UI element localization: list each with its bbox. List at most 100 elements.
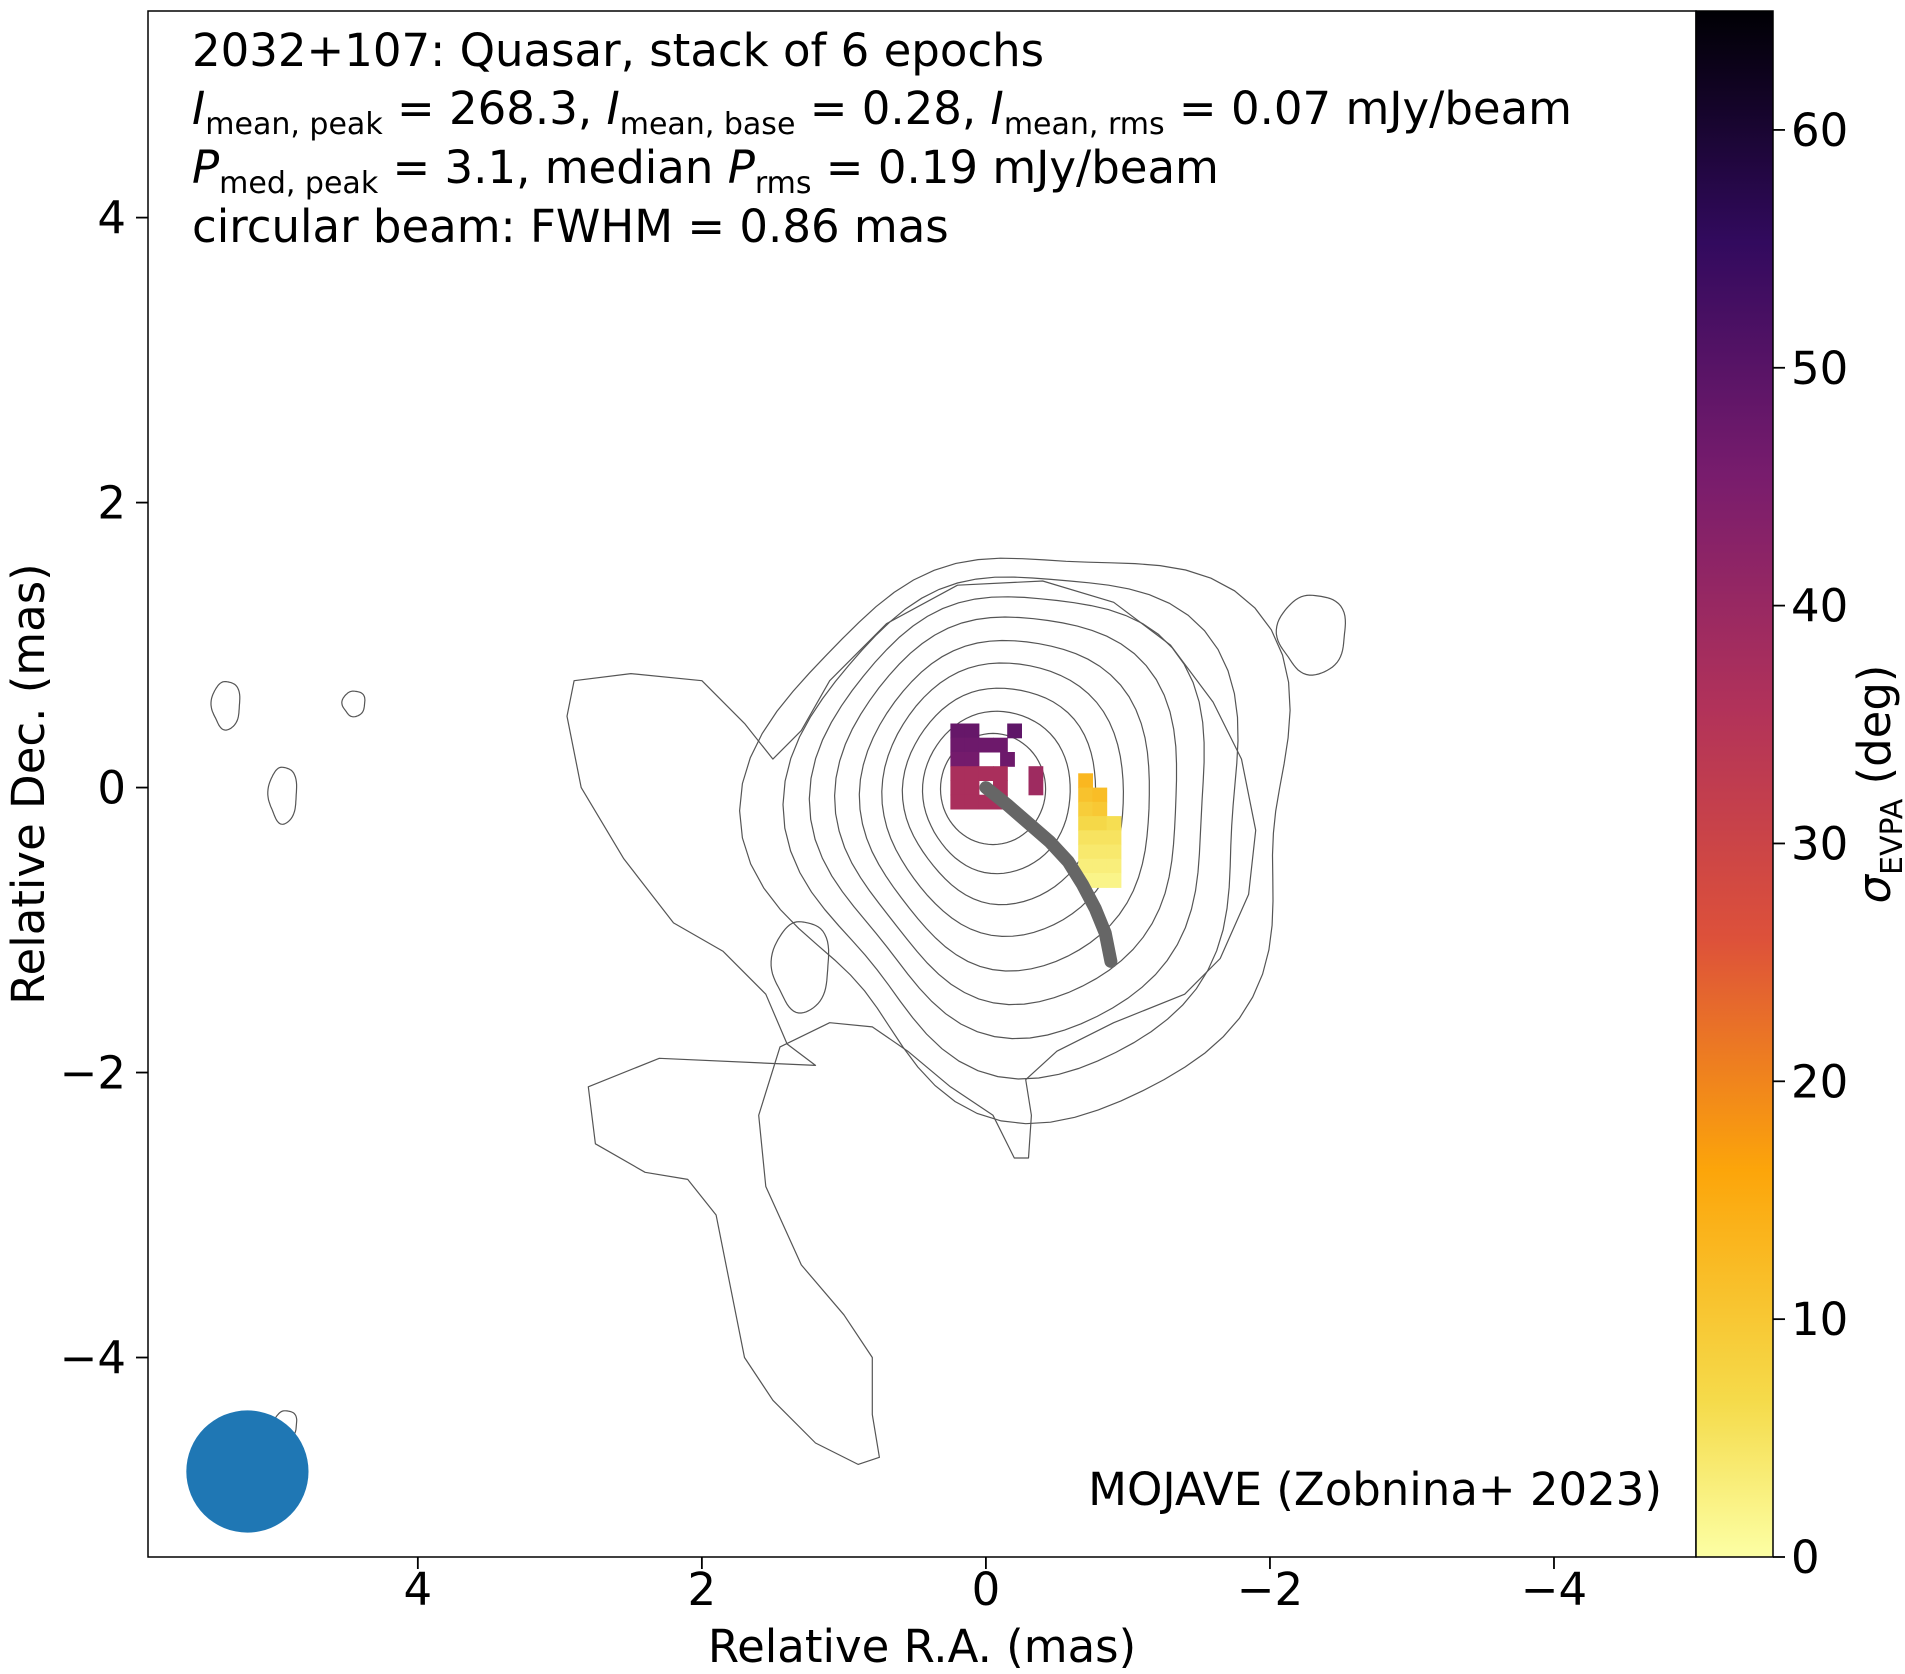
jet-ridge [979,781,1118,968]
evpa-pixel [950,766,966,781]
evpa-pixel [1092,844,1108,860]
evpa-pixel [1092,816,1108,831]
colorbar-tick-label: 0 [1791,1531,1820,1584]
colorbar-tick-label: 50 [1791,342,1848,395]
info-segment: = 0.28, [795,82,990,135]
x-axis-ticks: 4 2 0 −2 −4 [404,1557,1587,1616]
info-segment: circular beam: FWHM = 0.86 mas [192,200,949,253]
colorbar [1695,10,1774,1558]
evpa-pixel [1078,801,1093,817]
info-segment: 2032+107: Quasar, stack of 6 epochs [192,24,1044,77]
info-segment: mean, rms [1004,107,1165,142]
evpa-pixel [1106,844,1122,860]
contour-island [1275,594,1347,676]
colorbar-tick-label: 10 [1791,1293,1848,1346]
evpa-pixel [950,794,966,810]
evpa-pixel [978,766,994,781]
contour-ring [782,576,1239,1080]
evpa-pixel [964,723,980,739]
evpa-pixel [1078,787,1093,803]
info-segment: rms [755,166,812,201]
stokes-i-contours [210,557,1347,1465]
info-segment: med, peak [219,166,379,201]
info-segment: P [192,141,220,194]
info-segment: P [728,141,756,194]
evpa-pixel [964,794,980,810]
evpa-pixel [1106,873,1122,888]
contour-island [341,690,366,718]
evpa-pixel [1007,723,1022,739]
evpa-pixel [950,752,966,767]
evpa-pixel [1092,801,1108,817]
colorbar-ticks: 0 10 20 30 40 50 60 [1773,104,1848,1584]
plot-background [148,11,1696,1557]
colorbar-tick-label: 20 [1791,1055,1848,1108]
evpa-pixel [993,766,1008,781]
y-axis-ticks: 4 2 0 −2 −4 [60,192,148,1385]
y-tick-label: 2 [97,477,126,530]
contour-ring [921,710,1071,875]
evpa-pixel [1092,873,1108,888]
y-tick-label: 4 [97,192,126,245]
evpa-pixel [1092,787,1108,803]
colorbar-label-symbol: σ [1848,873,1901,903]
x-tick-label: 0 [972,1563,1001,1616]
info-line-1: Imean, peak = 268.3, Imean, base = 0.28,… [192,82,1572,142]
info-segment: I [192,82,205,135]
info-segment: = 0.19 mJy/beam [812,141,1219,194]
colorbar-label-units: (deg) [1848,665,1901,799]
y-tick-label: 0 [97,762,126,815]
colorbar-label-sub: EVPA [1875,798,1905,875]
info-segment: mean, base [620,107,796,142]
info-text-block: 2032+107: Quasar, stack of 6 epochsImean… [192,24,1572,253]
y-tick-label: −4 [60,1332,126,1385]
y-axis-label: Relative Dec. (mas) [2,563,55,1004]
evpa-pixel [950,780,966,796]
jet-ridge-line [979,781,1118,968]
evpa-pixel [1106,816,1122,831]
evpa-pixel [1078,844,1093,860]
evpa-pixel [1092,830,1108,846]
evpa-pixel [1078,858,1093,874]
evpa-pixel [950,723,966,739]
evpa-pixel [1078,773,1093,789]
colorbar-label: σEVPA (deg) [1848,665,1905,904]
evpa-pixel [1078,830,1093,846]
evpa-uncertainty-pixels [950,723,1122,888]
contour-island [210,681,241,731]
contour-island [770,921,830,1014]
evpa-pixel [1092,858,1108,874]
info-line-0: 2032+107: Quasar, stack of 6 epochs [192,24,1044,77]
evpa-pixel [1106,858,1122,874]
evpa-pixel [993,737,1008,753]
contour-ring [881,662,1125,938]
x-tick-label: −2 [1237,1563,1303,1616]
evpa-pixel [1000,752,1015,767]
contour-ring [808,596,1205,1040]
beam-ellipse [186,1410,309,1533]
evpa-pixel [964,780,980,796]
colorbar-tick-label: 40 [1791,580,1848,633]
evpa-pixel [1028,780,1044,796]
evpa-pixel [964,737,980,753]
credit-text: MOJAVE (Zobnina+ 2023) [1088,1463,1662,1516]
evpa-pixel [1078,816,1093,831]
info-segment: I [606,82,619,135]
evpa-pixel [978,737,994,753]
info-segment: = 0.07 mJy/beam [1165,82,1572,135]
contour-ring [833,616,1178,1006]
info-segment: = 268.3, [383,82,607,135]
evpa-pixel [1106,830,1122,846]
x-axis-label: Relative R.A. (mas) [708,1620,1136,1673]
info-line-3: circular beam: FWHM = 0.86 mas [192,200,949,253]
contour-outer [566,580,1257,1465]
colorbar-tick-label: 60 [1791,104,1848,157]
evpa-pixel [950,737,966,753]
beam-layer [186,1410,309,1533]
y-tick-label: −2 [60,1047,126,1100]
info-segment: I [991,82,1004,135]
x-tick-label: 2 [688,1563,717,1616]
colorbar-tick-label: 30 [1791,817,1848,870]
x-tick-label: −4 [1521,1563,1587,1616]
